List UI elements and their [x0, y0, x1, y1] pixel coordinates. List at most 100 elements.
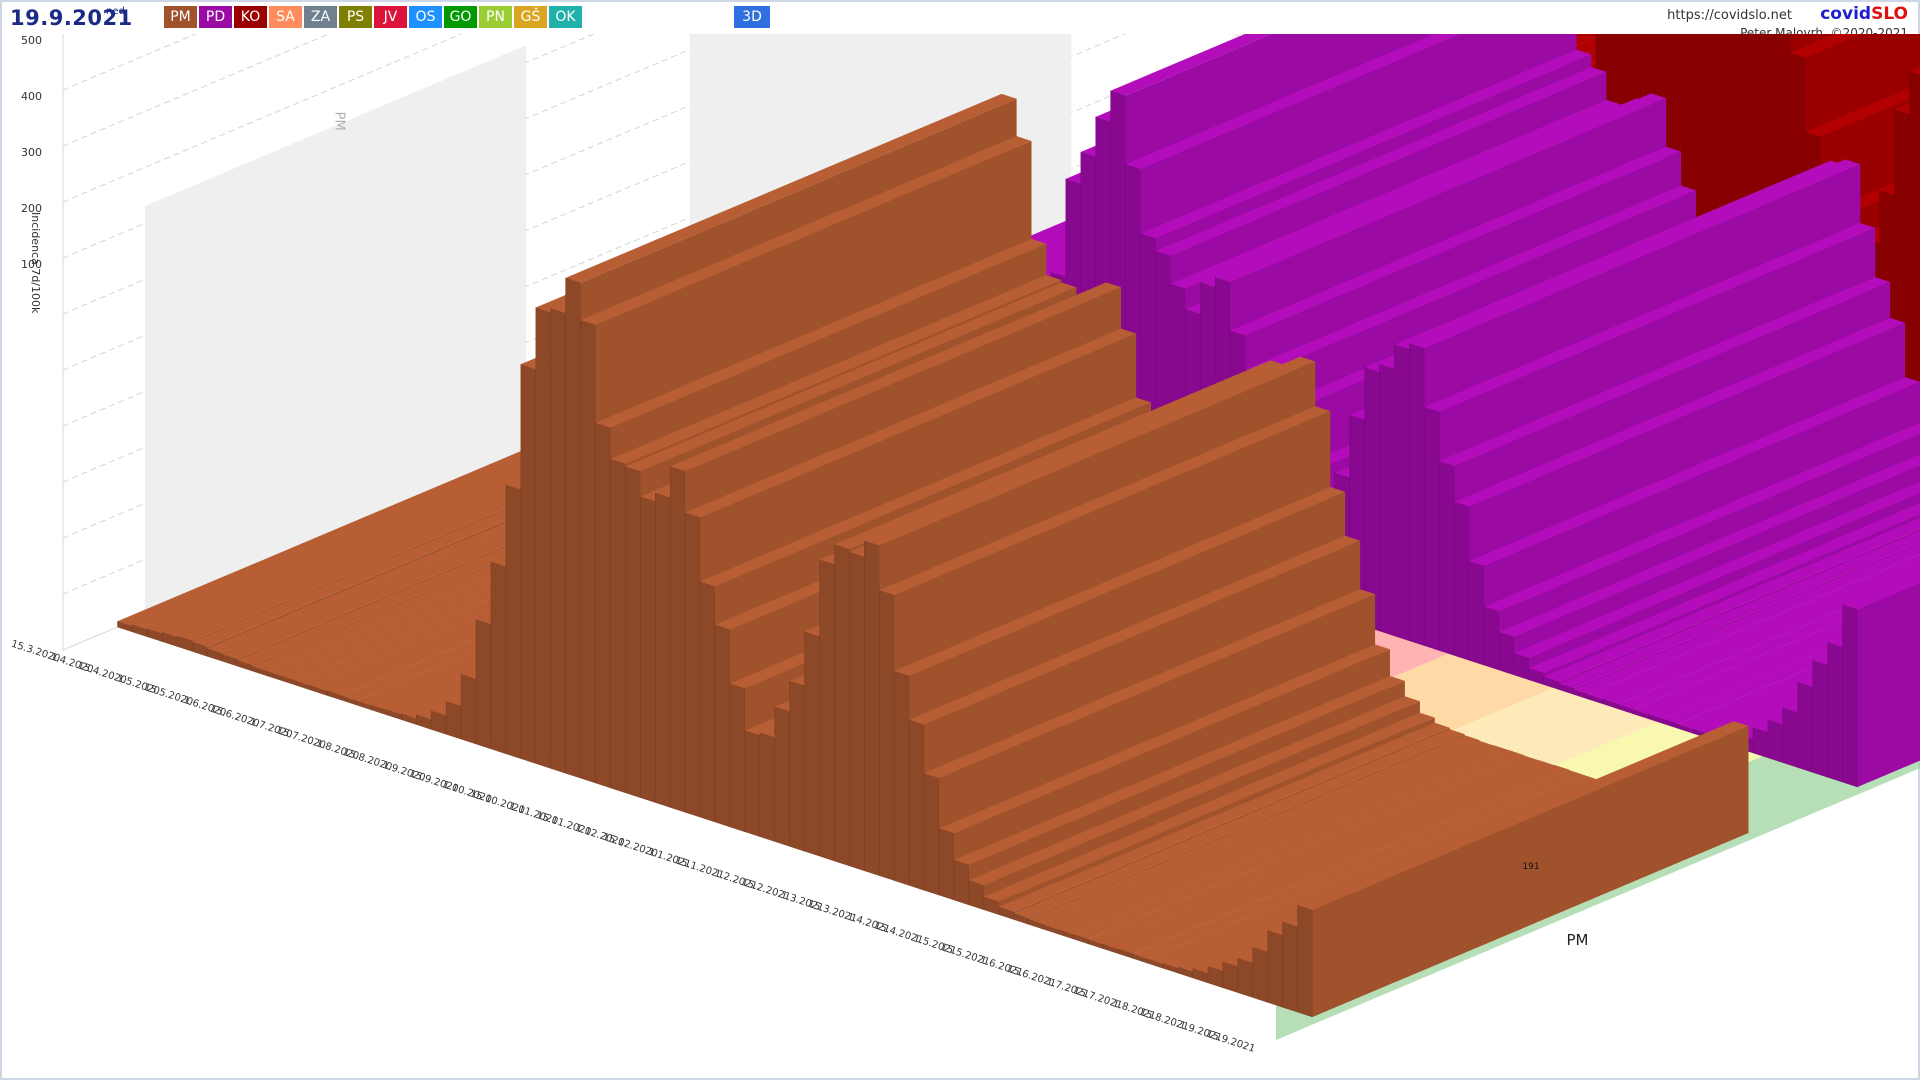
bar-top	[1588, 554, 1920, 700]
bar-front	[938, 828, 955, 901]
bar-front	[520, 364, 536, 764]
y-tick-label: 100	[21, 258, 42, 271]
bar-front	[460, 673, 477, 745]
bar-front	[1909, 71, 1920, 400]
bar-top	[1558, 530, 1920, 689]
bar-front	[714, 624, 731, 828]
bar-front	[1237, 957, 1254, 998]
bar-top	[894, 487, 1346, 676]
bar-top	[1140, 49, 1592, 239]
y-tick-label: 500	[21, 34, 42, 47]
region-button-pm[interactable]: PM	[164, 6, 197, 28]
brand-part-2: SLO	[1871, 4, 1908, 24]
bar-top	[1484, 422, 1920, 612]
bars-3d: 517480362359346374278285355205317191	[117, 34, 1920, 1018]
bar-top	[1125, 34, 1461, 170]
y-tick-label: 400	[21, 90, 42, 103]
bar-top	[1297, 721, 1749, 910]
bar-front	[834, 544, 850, 867]
bar-front	[505, 484, 521, 759]
bar-top	[685, 328, 1137, 518]
bar-front	[1842, 604, 1858, 788]
bar-top	[1245, 185, 1696, 375]
region-button-za[interactable]: ZA	[304, 6, 337, 28]
bar-front	[1394, 344, 1410, 642]
bar-front	[565, 277, 581, 779]
region-button-ko[interactable]: KO	[234, 6, 267, 28]
bar-top	[1148, 775, 1600, 964]
region-button-jv[interactable]: JV	[374, 6, 407, 28]
bar-front	[1827, 642, 1843, 783]
region-button-ok[interactable]: OK	[549, 6, 582, 28]
bar-top	[968, 696, 1420, 886]
bar-front	[699, 581, 716, 823]
bar-top	[1110, 34, 1272, 96]
bar-front	[1252, 946, 1268, 1003]
bar-top	[1043, 740, 1495, 930]
date-label: 19.9.2021	[10, 6, 133, 30]
bar-front	[445, 701, 462, 740]
bar-top	[1058, 745, 1510, 935]
bar-top	[625, 282, 1077, 472]
bar-front	[849, 551, 865, 872]
bar-front	[610, 458, 626, 794]
bar-front	[640, 496, 656, 803]
y-axis-title: Incidenca 7d/100k	[29, 212, 42, 314]
bar-top	[1513, 481, 1920, 658]
region-button-gš[interactable]: GŠ	[514, 6, 547, 28]
bar-front	[1453, 501, 1470, 661]
bar-front	[1297, 904, 1313, 1018]
bar-front	[953, 859, 970, 906]
bar-front	[804, 631, 820, 857]
bar-front	[1424, 406, 1440, 651]
bar-top	[1133, 770, 1585, 959]
bar-top	[1028, 735, 1480, 925]
bar-top	[1170, 99, 1622, 289]
bar-front	[1379, 363, 1395, 637]
bar-front	[1409, 343, 1425, 646]
bar-front	[1797, 682, 1813, 773]
bar-top	[1103, 760, 1555, 950]
bar-front	[535, 307, 551, 769]
bar-top	[132, 440, 584, 630]
bar-top	[1073, 750, 1525, 940]
bar-top	[1543, 518, 1920, 682]
region-button-os[interactable]: OS	[409, 6, 442, 28]
region-button-pn[interactable]: PN	[479, 6, 512, 28]
bar-top	[1424, 223, 1876, 412]
brand-part-1: covid	[1820, 4, 1872, 24]
bar-top	[1499, 454, 1920, 637]
bar-top	[1909, 67, 1920, 76]
bar-top	[595, 238, 1047, 428]
site-url[interactable]: https://covidslo.net	[1667, 8, 1792, 23]
bar-front	[490, 561, 507, 755]
bar-top	[983, 712, 1435, 902]
bar-top	[580, 136, 1032, 325]
bar-front	[550, 308, 566, 774]
bar-side	[1312, 726, 1749, 1017]
bar-top	[1603, 565, 1920, 705]
bar-front	[744, 730, 760, 837]
bar-front	[968, 880, 985, 911]
bar-top	[147, 444, 599, 634]
bar-front	[819, 559, 835, 862]
bar-top	[117, 437, 569, 627]
region-button-ps[interactable]: PS	[339, 6, 372, 28]
bar-top	[1155, 67, 1607, 256]
region-button-pd[interactable]: PD	[199, 6, 232, 28]
bar-front	[595, 422, 611, 789]
bar-top	[1454, 317, 1906, 507]
bar-front	[879, 589, 895, 881]
view-3d-button[interactable]: 3D	[734, 6, 770, 28]
bar-top	[1528, 503, 1920, 674]
bar-front	[684, 512, 701, 818]
bar-front	[1498, 631, 1515, 676]
bar-top	[1409, 159, 1861, 349]
bar-top	[1230, 146, 1682, 336]
region-button-go[interactable]: GO	[444, 6, 477, 28]
region-button-sa[interactable]: SA	[269, 6, 302, 28]
date-tick-label: 15.9.2021	[1205, 1029, 1257, 1055]
bar-front	[655, 492, 671, 808]
bar-front	[1767, 719, 1784, 763]
bar-top	[1215, 93, 1667, 283]
